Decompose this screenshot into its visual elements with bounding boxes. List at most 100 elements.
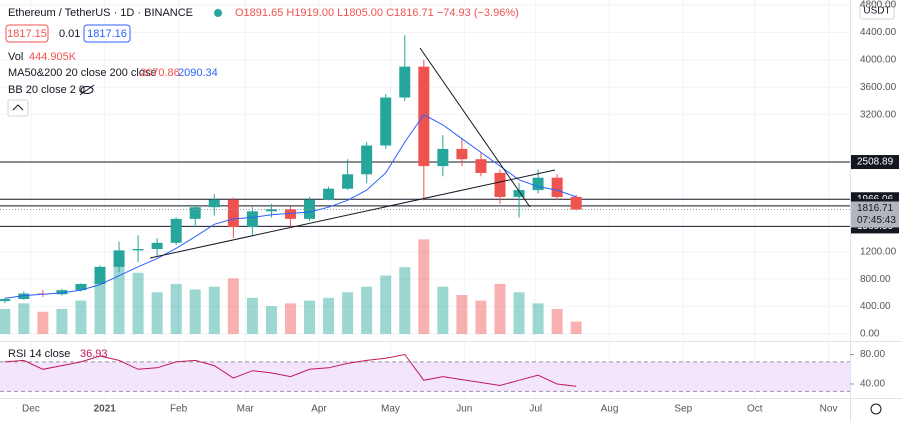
y-tick-label: 400.00 (860, 301, 891, 312)
spread: 0.01 (59, 28, 80, 40)
candle-body (570, 196, 582, 210)
candle-body (475, 159, 487, 173)
volume-bar (37, 311, 49, 334)
level-badge (851, 155, 899, 170)
level-label: 2508.89 (857, 157, 894, 168)
bb-label: BB 20 close 2 0 (8, 84, 85, 96)
y-tick-label: 1200.00 (860, 246, 897, 257)
hidden-icon[interactable] (80, 86, 94, 94)
x-tick-label: Sep (674, 404, 692, 415)
rsi-value: 36.93 (80, 348, 108, 360)
y-tick-label: 800.00 (860, 274, 891, 285)
volume-bar (208, 286, 220, 334)
candle-body (208, 199, 220, 208)
y-tick-label: 3200.00 (860, 109, 897, 120)
y-tick-label: 0.00 (860, 329, 880, 340)
status-dot (214, 9, 222, 17)
x-tick-label: Nov (820, 404, 838, 415)
candle-body (494, 172, 506, 197)
volume-bar (284, 303, 296, 334)
candle-body (227, 199, 239, 228)
y-tick-label: 4800.00 (860, 0, 897, 11)
x-tick-label: Mar (237, 404, 255, 415)
symbol-title: Ethereum / TetherUS · 1D · BINANCE (8, 7, 193, 19)
volume-bar (170, 283, 182, 334)
rsi-tick-label: 40.00 (860, 379, 885, 390)
candle-body (56, 290, 68, 295)
volume-bar (304, 300, 316, 334)
x-tick-label: Oct (747, 404, 763, 415)
volume-bar (475, 300, 487, 334)
volume-bar (437, 286, 449, 334)
volume-label: Vol (8, 51, 23, 63)
volume-value: 444.905K (29, 51, 77, 63)
volume-bar (532, 303, 544, 334)
collapse-button[interactable] (7, 99, 29, 117)
candle-body (532, 177, 544, 191)
hidden-icon-slash (79, 84, 95, 96)
candle-body (418, 66, 430, 167)
volume-bar (570, 321, 582, 334)
rsi-tick-label: 80.00 (860, 349, 885, 360)
y-tick-label: 4000.00 (860, 54, 897, 65)
ma-line (4, 114, 577, 299)
candle-body (132, 249, 144, 251)
volume-bar (418, 239, 430, 334)
candle-body (323, 188, 335, 200)
candle-body (551, 177, 563, 197)
candle-body (456, 148, 468, 160)
trendline (149, 169, 556, 259)
candle-body (94, 266, 106, 284)
sell-button[interactable] (5, 24, 49, 43)
volume-bar (189, 289, 201, 334)
settings-icon[interactable] (870, 403, 882, 415)
volume-bar (265, 306, 277, 334)
x-tick-label: Jun (456, 404, 472, 415)
ma-label: MA50&200 20 close 200 close (8, 67, 157, 79)
currency[interactable]: USDT (863, 6, 890, 17)
candle-body (265, 209, 277, 212)
candle-body (189, 207, 201, 219)
buy-price[interactable]: 1817.16 (87, 28, 127, 40)
last-price: 1816.71 (857, 203, 894, 214)
volume-bar (342, 292, 354, 334)
candle-body (151, 242, 163, 250)
volume-bar (380, 275, 392, 334)
countdown: 07:45:43 (857, 215, 896, 226)
volume-bar (0, 308, 11, 334)
volume-bar (18, 303, 30, 334)
x-tick-label: Jul (529, 404, 542, 415)
volume-bar (361, 286, 373, 334)
candle-body (246, 211, 258, 228)
sell-price[interactable]: 1817.15 (7, 28, 47, 40)
volume-bar (399, 267, 411, 334)
volume-bar (151, 292, 163, 334)
last-price-badge (851, 201, 899, 228)
candle-body (380, 97, 392, 146)
currency-button[interactable] (859, 2, 895, 20)
volume-bar (113, 256, 125, 334)
rsi-band (0, 361, 850, 392)
candle-body (513, 190, 525, 197)
candle-body (437, 148, 449, 167)
y-tick-label: 4400.00 (860, 27, 897, 38)
candle-body (113, 250, 125, 267)
ma-value-1: 2070.86 (140, 67, 180, 79)
volume-bar (246, 297, 258, 334)
volume-bar (513, 292, 525, 334)
x-tick-label: Aug (601, 404, 619, 415)
ma-value-2: 2090.34 (178, 67, 218, 79)
candle-body (0, 299, 11, 302)
volume-bar (323, 297, 335, 334)
volume-bar (56, 308, 68, 334)
candle-body (399, 66, 411, 98)
rsi-line (4, 353, 577, 387)
volume-bar (94, 278, 106, 334)
x-tick-label: 2021 (94, 404, 117, 415)
candle-body (284, 209, 296, 219)
buy-button[interactable] (83, 24, 131, 43)
volume-bar (456, 295, 468, 334)
x-tick-label: Apr (311, 404, 327, 415)
x-tick-label: Feb (170, 404, 188, 415)
